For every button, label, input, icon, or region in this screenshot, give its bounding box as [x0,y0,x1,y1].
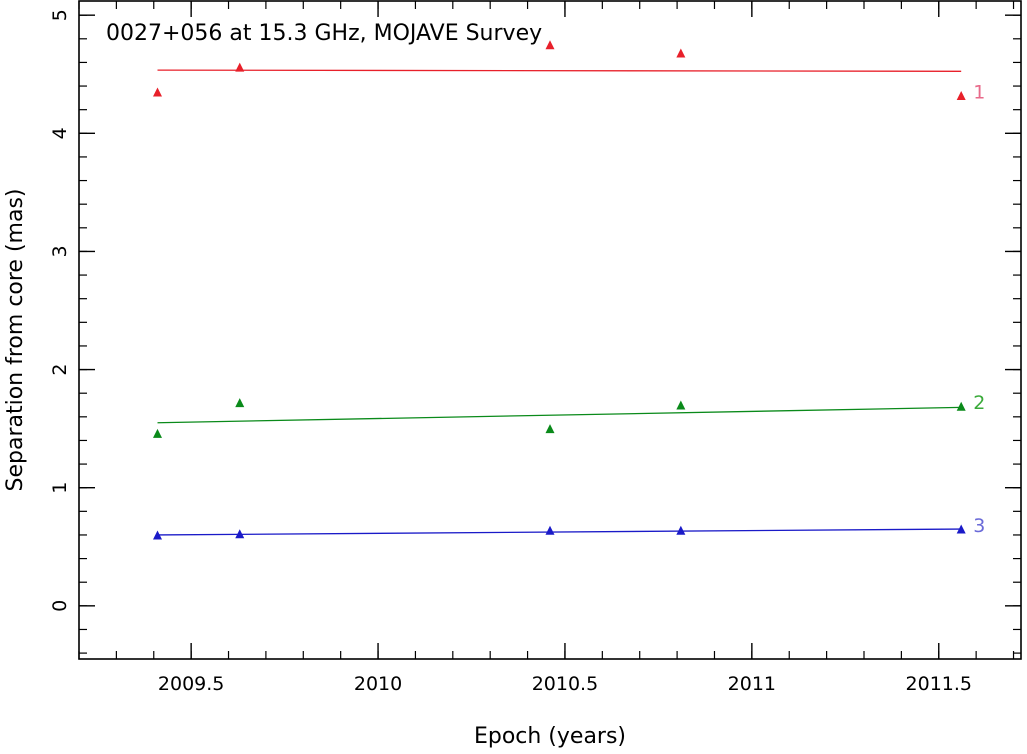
series-label-2: 2 [973,392,985,414]
chart-title: 0027+056 at 15.3 GHz, MOJAVE Survey [106,21,542,46]
series-label-1: 1 [973,82,985,104]
data-points [153,40,966,540]
x-tick-label: 2011.5 [906,673,972,695]
data-point-series-3 [956,524,966,534]
y-tick-label: 1 [49,482,71,494]
fit-lines [157,69,962,536]
data-point-series-2 [545,424,555,434]
tick-labels: 2009.5 2010 2010.5 2011 2011.5 0 1 2 3 4 5 1 2 3 [49,9,985,695]
x-tick-label: 2010.5 [532,673,598,695]
axis-ticks [78,1,1021,659]
y-tick-label: 0 [49,600,71,612]
data-point-series-3 [153,530,162,540]
plot-frame [78,0,1022,660]
data-point-series-2 [153,428,162,438]
data-point-series-3 [235,529,245,539]
data-point-series-3 [676,525,686,535]
fit-line-series-3 [157,528,962,536]
x-tick-label: 2009.5 [158,673,224,695]
data-point-series-2 [235,398,245,408]
data-point-series-1 [153,87,162,97]
data-point-series-1 [676,48,686,58]
y-tick-label: 4 [49,127,71,139]
x-axis-label: Epoch (years) [474,724,626,749]
fit-line-series-1 [157,69,962,72]
data-point-series-1 [545,40,555,50]
fit-line-series-2 [157,406,962,424]
y-tick-label: 3 [49,245,71,257]
data-point-series-1 [956,91,966,101]
x-tick-label: 2010 [354,673,402,695]
y-axis-label: Separation from core (mas) [3,189,28,492]
x-tick-label: 2011 [728,673,776,695]
y-tick-label: 5 [49,9,71,21]
data-point-series-2 [676,400,686,410]
series-label-3: 3 [973,515,985,537]
data-point-series-1 [235,62,245,72]
data-point-series-3 [545,525,555,535]
data-point-series-2 [956,401,966,411]
y-tick-label: 2 [49,364,71,376]
